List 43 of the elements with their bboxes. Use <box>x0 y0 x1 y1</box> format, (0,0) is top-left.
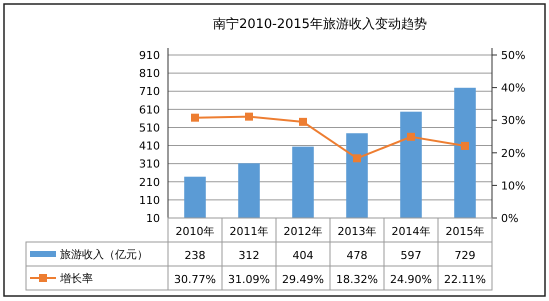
data-label: 478 <box>346 249 368 262</box>
y2-tick-label: 10% <box>501 179 526 192</box>
x-tick-label: 2012年 <box>284 225 322 238</box>
y2-tick-label: 20% <box>501 146 526 160</box>
x-tick-label: 2011年 <box>230 225 268 238</box>
data-label: 24.90% <box>390 273 432 286</box>
point <box>407 132 415 141</box>
x-tick-label: 2013年 <box>338 225 376 238</box>
y-tick-label: 410 <box>139 140 160 153</box>
data-label: 597 <box>400 249 422 262</box>
chart-title: 南宁2010-2015年旅游收入变动趋势 <box>213 16 427 32</box>
data-label: 238 <box>184 249 206 262</box>
y-tick-label: 110 <box>139 194 160 207</box>
y-tick-label: 610 <box>139 103 160 116</box>
y2-tick-label: 50% <box>501 49 526 62</box>
x-tick-label: 2015年 <box>446 225 484 238</box>
legend-label: 增长率 <box>59 272 93 285</box>
data-label: 22.11% <box>444 273 486 286</box>
y-tick-label: 510 <box>139 121 160 134</box>
y-tick-label: 310 <box>139 158 160 171</box>
y-tick-label: 810 <box>139 67 160 80</box>
y2-tick-label: 40% <box>501 82 526 95</box>
data-label: 29.49% <box>282 273 324 286</box>
x-tick-label: 2014年 <box>392 225 430 238</box>
data-label: 312 <box>238 249 260 262</box>
data-label: 31.09% <box>228 273 270 286</box>
data-label: 404 <box>292 249 314 262</box>
legend-label: 旅游收入（亿元） <box>60 248 148 261</box>
y2-tick-label: 30% <box>501 114 526 128</box>
point <box>299 118 307 126</box>
y2-tick-label: 0% <box>501 212 518 225</box>
point <box>353 154 361 162</box>
y-tick-label: 210 <box>139 176 160 189</box>
point <box>245 112 253 121</box>
y-tick-label: 710 <box>139 85 160 98</box>
point <box>461 142 469 150</box>
data-label: 18.32% <box>336 273 378 286</box>
y-tick-label: 910 <box>139 49 160 62</box>
data-label: 729 <box>454 249 476 262</box>
data-label: 30.77% <box>174 273 216 286</box>
x-tick-label: 2010年 <box>176 225 214 238</box>
point <box>191 114 199 122</box>
y-tick-label: 10 <box>146 212 160 225</box>
